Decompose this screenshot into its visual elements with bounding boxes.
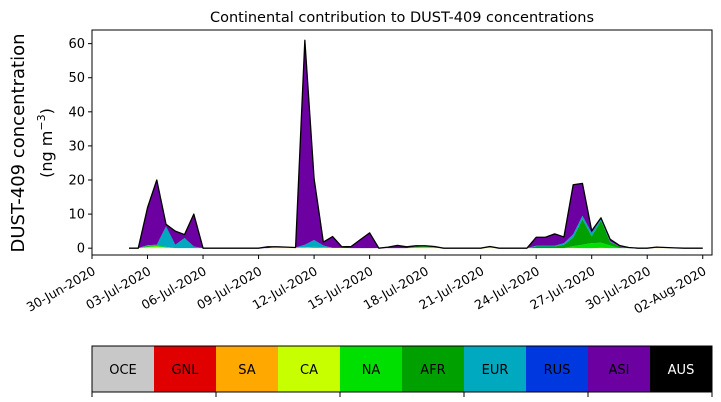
colorbar-cell-asi: [588, 346, 651, 392]
colorbar-cell-ca: [278, 346, 341, 392]
colorbar-cell-oce: [92, 346, 155, 392]
colorbar-label-gnl: GNL: [171, 363, 199, 378]
colorbar: OCE GNL SA CA NA AFR EUR RUS ASI AUS: [91, 345, 713, 397]
colorbar-label-sa: SA: [238, 363, 255, 378]
colorbar-cell-aus: [650, 346, 713, 392]
y-axis-units-suffix: ): [37, 108, 56, 114]
colorbar-label-rus: RUS: [544, 363, 571, 378]
colorbar-cell-gnl: [154, 346, 217, 392]
colorbar-label-ca: CA: [300, 363, 318, 378]
colorbar-cell-na: [340, 346, 403, 392]
colorbar-label-eur: EUR: [482, 363, 509, 378]
chart-title: Continental contribution to DUST-409 con…: [210, 10, 594, 26]
y-tick-label: 50: [68, 71, 85, 86]
y-tick-label: 30: [68, 139, 85, 154]
plot-area: [129, 39, 703, 249]
y-axis-units-prefix: (ng m: [37, 131, 56, 178]
area-ca: [129, 246, 703, 249]
area-afr: [129, 219, 703, 249]
plot-frame: [91, 29, 713, 256]
area-eur: [129, 215, 703, 249]
colorbar-label-oce: OCE: [109, 363, 137, 378]
area-asi: [129, 40, 703, 249]
y-tick-label: 10: [68, 208, 85, 223]
colorbar-label-afr: AFR: [420, 363, 445, 378]
y-axis-units-sup: −3: [35, 114, 48, 130]
y-tick-label: 0: [77, 242, 85, 257]
total-outline: [129, 39, 703, 249]
colorbar-label-na: NA: [362, 363, 381, 378]
y-axis-label-units: (ng m−3): [35, 108, 56, 178]
y-axis-label: DUST-409 concentration: [8, 33, 29, 252]
colorbar-cell-eur: [464, 346, 527, 392]
y-tick-label: 60: [68, 37, 85, 52]
colorbar-frame: [91, 345, 713, 393]
colorbar-cell-rus: [526, 346, 589, 392]
colorbar-label-aus: AUS: [668, 363, 695, 378]
colorbar-cell-afr: [402, 346, 465, 392]
y-tick-label: 40: [68, 105, 85, 120]
area-na: [129, 242, 703, 249]
axes: 010203040506030-Jun-202003-Jul-202006-Ju…: [24, 29, 713, 317]
colorbar-cell-sa: [216, 346, 279, 392]
y-tick-label: 20: [68, 174, 85, 189]
y-axis-label-line1: DUST-409 concentration: [8, 33, 29, 252]
colorbar-label-asi: ASI: [609, 363, 630, 378]
